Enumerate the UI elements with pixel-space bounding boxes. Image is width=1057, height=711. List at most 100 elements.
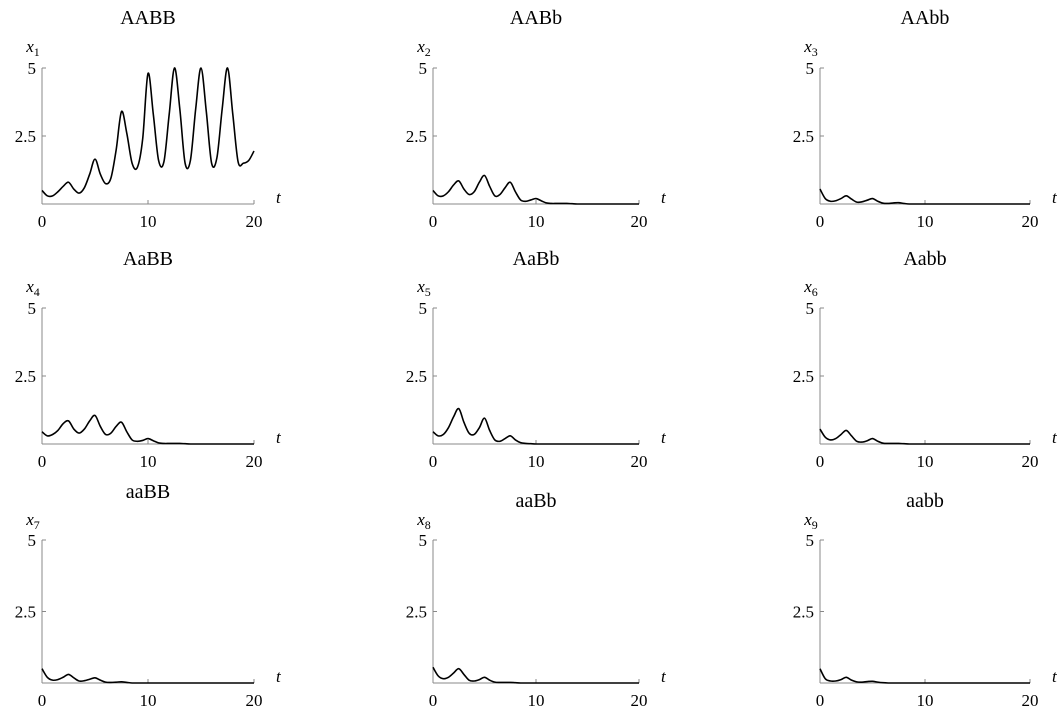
x-tick-label: 20 [1022, 691, 1039, 710]
chart-panel-aabb: aabb x9 2.5 5 0 10 20 t [793, 490, 1057, 710]
series-line [41, 668, 254, 684]
y-tick-label: 2.5 [406, 603, 427, 622]
x-tick-label: 20 [631, 212, 648, 231]
y-tick-label: 2.5 [15, 367, 36, 386]
chart-panel-AABB: AABB x1 2.5 5 0 10 20 t [15, 7, 282, 231]
y-axis-label: x5 [416, 277, 431, 299]
x-tick-label: 0 [38, 691, 47, 710]
chart-title: AaBb [513, 248, 560, 270]
x-tick-label: 20 [246, 212, 263, 231]
x-tick-label: 0 [38, 212, 47, 231]
y-axis-label-subscript: 9 [812, 518, 818, 532]
y-axis-label-subscript: 1 [34, 45, 40, 59]
x-tick-label: 0 [429, 691, 438, 710]
y-axis-label-subscript: 3 [812, 45, 818, 59]
chart-title: aabb [906, 490, 944, 512]
chart-title: AaBB [123, 248, 173, 270]
x-tick-label: 10 [528, 691, 545, 710]
y-tick-label: 2.5 [793, 127, 814, 146]
chart-panel-AaBB: AaBB x4 2.5 5 0 10 20 t [15, 248, 282, 471]
y-axis-label-subscript: 5 [425, 285, 431, 299]
x-tick-label: 0 [429, 452, 438, 471]
y-tick-label: 5 [806, 59, 815, 78]
y-axis-label: x4 [25, 277, 40, 299]
series-line [432, 666, 639, 684]
x-tick-label: 10 [917, 691, 934, 710]
x-tick-label: 0 [816, 452, 825, 471]
series-line [819, 668, 1030, 684]
y-axis-label-variable: x [416, 277, 425, 296]
x-axis-label: t [1052, 667, 1057, 686]
series-line [432, 407, 639, 445]
x-axis-label: t [661, 188, 667, 207]
x-axis-label: t [276, 428, 282, 447]
y-axis-label: x3 [803, 37, 818, 59]
chart-panel-aaBB: aaBB x7 2.5 5 0 10 20 t [15, 481, 282, 710]
x-tick-label: 0 [38, 452, 47, 471]
y-tick-label: 2.5 [406, 367, 427, 386]
x-tick-label: 0 [429, 212, 438, 231]
chart-title: AAbb [901, 7, 950, 29]
y-axis-label-subscript: 7 [34, 518, 40, 532]
chart-title: AABB [120, 7, 176, 29]
x-tick-label: 10 [917, 452, 934, 471]
y-tick-label: 2.5 [793, 603, 814, 622]
chart-panel-Aabb: Aabb x6 2.5 5 0 10 20 t [793, 248, 1057, 471]
x-axis-label: t [661, 428, 667, 447]
y-axis-label-subscript: 2 [425, 45, 431, 59]
y-tick-label: 2.5 [15, 127, 36, 146]
x-axis-label: t [276, 188, 282, 207]
x-axis-label: t [276, 667, 282, 686]
y-axis-label: x8 [416, 510, 431, 532]
series-line [41, 414, 254, 445]
x-tick-label: 10 [140, 212, 157, 231]
x-tick-label: 0 [816, 691, 825, 710]
y-axis-label-variable: x [25, 277, 34, 296]
x-tick-label: 10 [140, 691, 157, 710]
chart-panel-AAbb: AAbb x3 2.5 5 0 10 20 t [793, 7, 1057, 231]
x-tick-label: 20 [631, 452, 648, 471]
y-tick-label: 2.5 [406, 127, 427, 146]
y-axis-label: x9 [803, 510, 818, 532]
series-line [819, 188, 1030, 205]
y-tick-label: 2.5 [793, 367, 814, 386]
x-axis-label: t [1052, 428, 1057, 447]
x-tick-label: 10 [140, 452, 157, 471]
y-tick-label: 5 [28, 299, 37, 318]
y-axis-label-variable: x [803, 510, 812, 529]
y-axis-label: x1 [25, 37, 40, 59]
y-tick-label: 5 [419, 59, 428, 78]
chart-title: aaBb [515, 490, 556, 512]
y-axis-label: x7 [25, 510, 40, 532]
chart-title: aaBB [126, 481, 170, 503]
y-axis-label-variable: x [803, 277, 812, 296]
y-axis-label-variable: x [416, 510, 425, 529]
x-tick-label: 0 [816, 212, 825, 231]
chart-panel-AABb: AABb x2 2.5 5 0 10 20 t [406, 7, 667, 231]
y-tick-label: 2.5 [15, 603, 36, 622]
x-tick-label: 10 [528, 212, 545, 231]
x-tick-label: 20 [631, 691, 648, 710]
x-tick-label: 20 [246, 452, 263, 471]
y-axis-label: x2 [416, 37, 431, 59]
series-line [41, 67, 255, 198]
series-line [432, 174, 639, 205]
x-tick-label: 10 [917, 212, 934, 231]
y-tick-label: 5 [28, 59, 37, 78]
y-axis-label-variable: x [25, 510, 34, 529]
y-axis-label-subscript: 6 [812, 285, 818, 299]
x-tick-label: 20 [246, 691, 263, 710]
chart-title: Aabb [903, 248, 946, 270]
y-tick-label: 5 [419, 299, 428, 318]
y-tick-label: 5 [806, 299, 815, 318]
y-tick-label: 5 [419, 531, 428, 550]
x-axis-label: t [1052, 188, 1057, 207]
y-axis-label: x6 [803, 277, 818, 299]
y-tick-label: 5 [28, 531, 37, 550]
x-axis-label: t [661, 667, 667, 686]
y-axis-label-subscript: 4 [34, 285, 40, 299]
x-tick-label: 20 [1022, 212, 1039, 231]
chart-panel-aaBb: aaBb x8 2.5 5 0 10 20 t [406, 490, 667, 710]
